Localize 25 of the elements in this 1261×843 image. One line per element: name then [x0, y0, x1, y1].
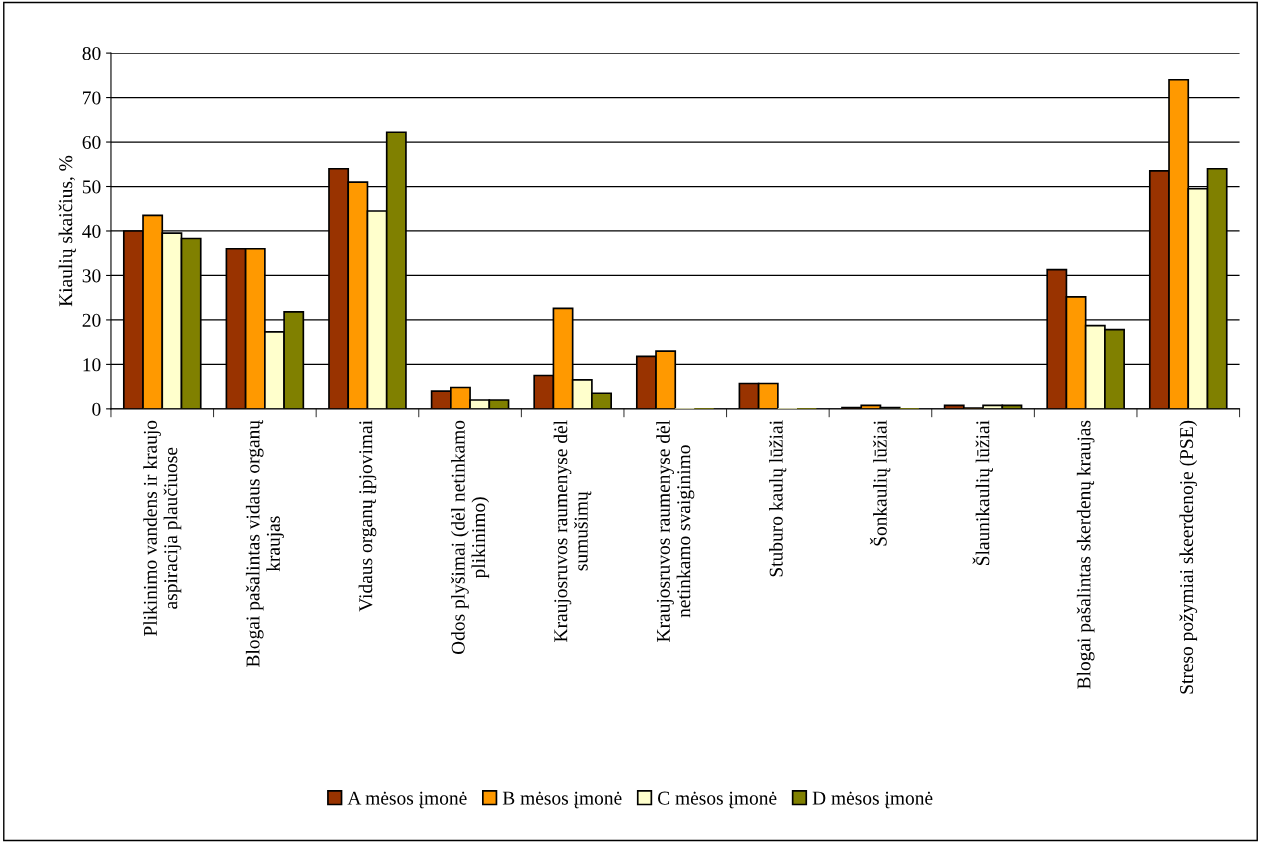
legend-label: A mėsos įmonė	[347, 791, 467, 809]
y-tick-label: 70	[83, 91, 101, 105]
y-tick-label: 50	[82, 180, 101, 194]
y-tick-label: 20	[82, 313, 101, 327]
y-tick-label: 60	[82, 135, 101, 149]
y-tick-label: 40	[82, 224, 101, 238]
legend-label: D mėsos įmonė	[812, 791, 933, 809]
x-tick-label: Blogai pašalintas vidaus organų kraujas	[245, 419, 284, 667]
x-tick-label: Vidaus organų įpjovimai	[358, 420, 377, 612]
x-tick-label: Streso požymiai skeerdenoje (PSE)	[1179, 420, 1198, 694]
legend-label: B mėsos įmonė	[502, 791, 622, 809]
y-tick-label: 10	[83, 358, 101, 372]
x-tick-label: Kraujosruvos raumenyse dėl netinkamo svaiginimo	[656, 420, 695, 642]
y-tick-label: 0	[92, 402, 101, 416]
y-tick-label: 80	[82, 46, 101, 61]
x-tick-label: Odos plyšimai (dėl netinkamo plikinimo)	[451, 420, 490, 655]
x-tick-label: Kraujosruvos raumenyse dėl sumušimų	[553, 420, 592, 642]
legend-label: C mėsos įmonė	[657, 791, 777, 809]
y-axis-title: Kiaulių skaičius, %	[58, 155, 76, 307]
x-tick-label: Blogai pašalintas skerdenų kraujas	[1076, 420, 1095, 689]
x-tick-label: Stuburo kaulų lūžiai	[769, 420, 787, 577]
x-tick-label: Šonkaulių lūžiai	[869, 420, 891, 546]
y-tick-label: 30	[82, 269, 101, 283]
x-tick-label: Plikinimo vandens ir kraujo aspiracija plaučiuose	[143, 420, 182, 636]
x-tick-label: Šlaunikaulių lūžiai	[972, 420, 993, 566]
